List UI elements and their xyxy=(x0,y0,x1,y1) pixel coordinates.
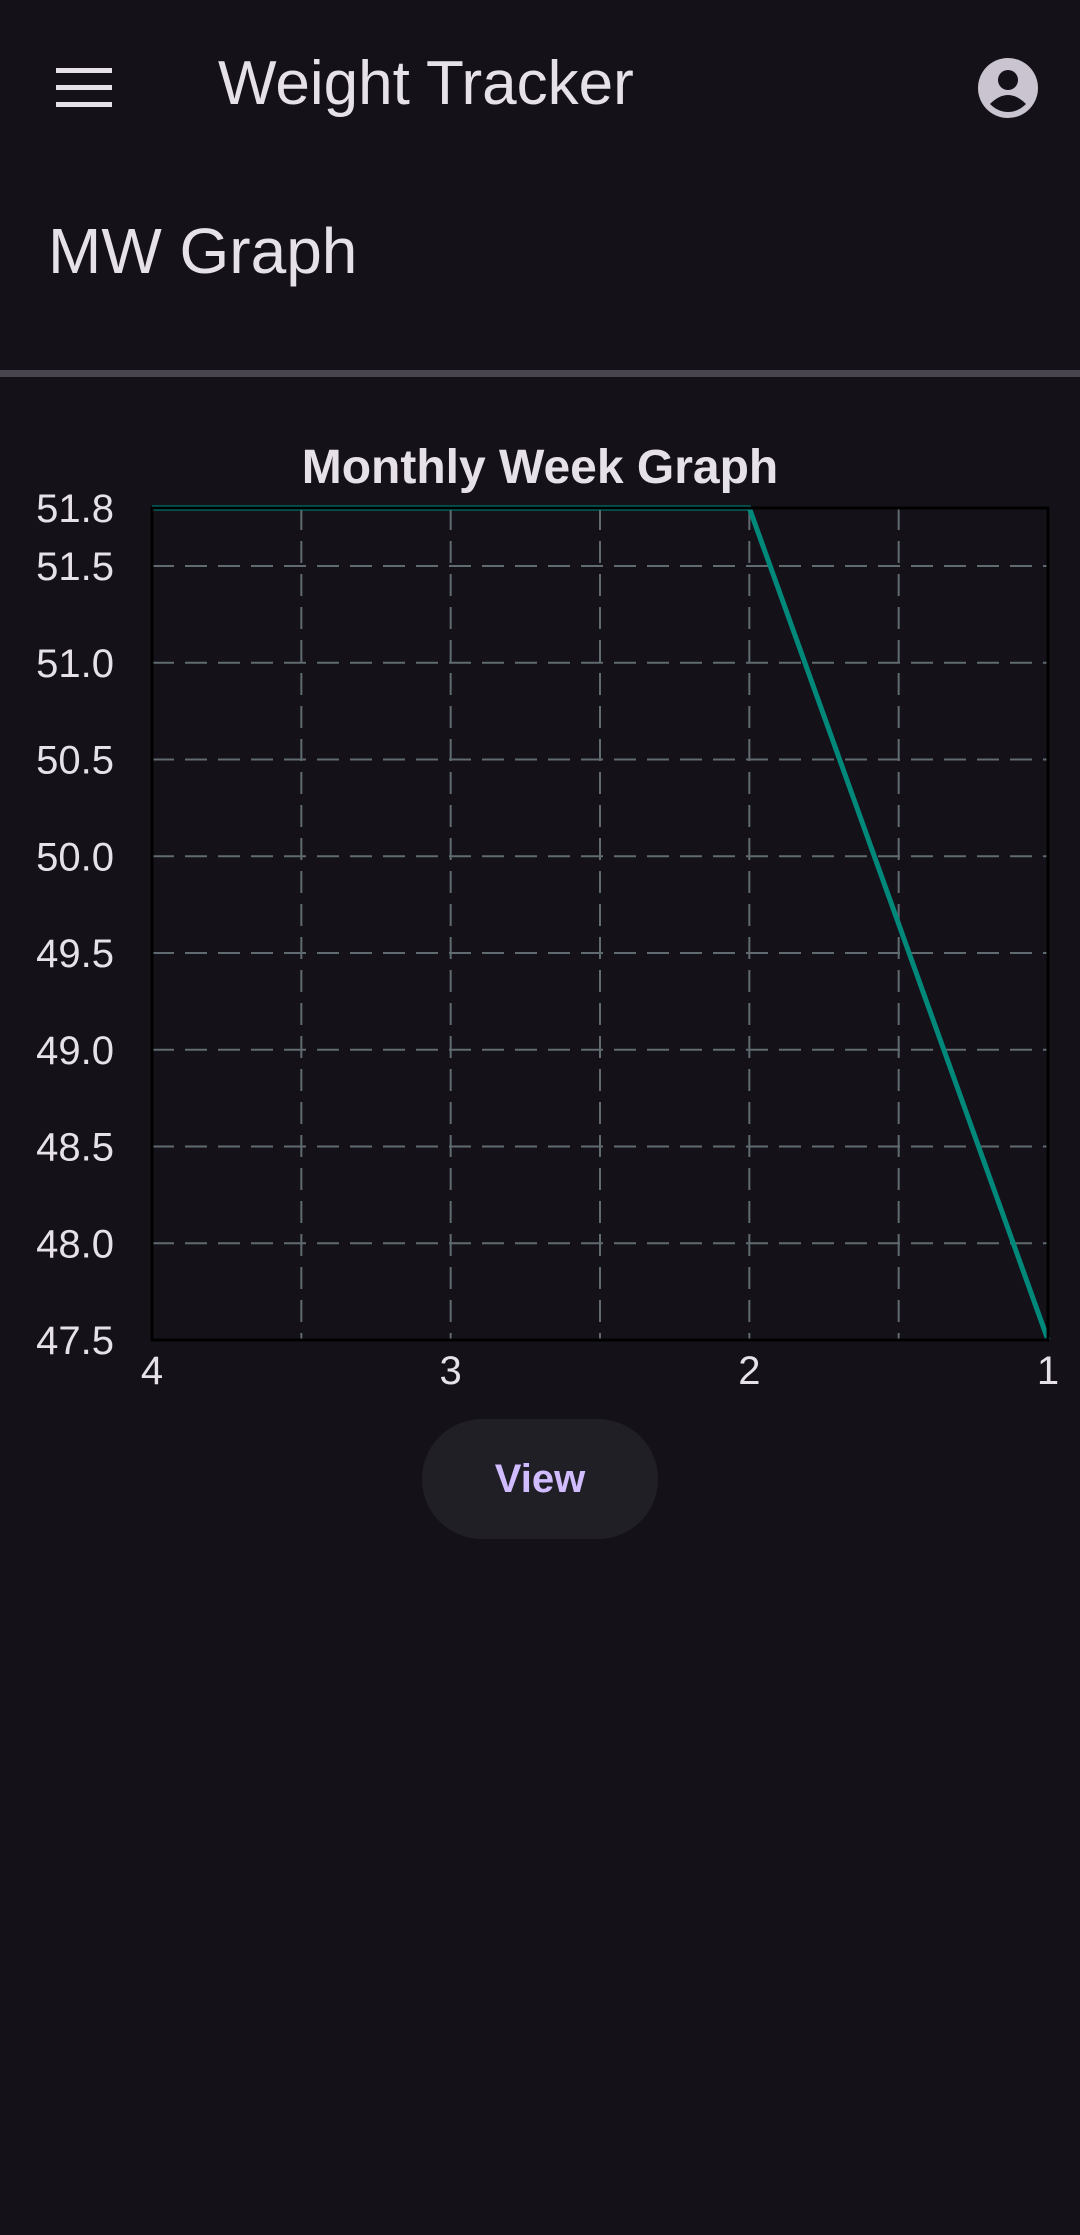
app-title: Weight Tracker xyxy=(218,49,634,118)
y-tick-label: 49.0 xyxy=(36,1029,114,1073)
y-tick-label: 47.5 xyxy=(36,1319,114,1363)
menu-button[interactable] xyxy=(40,44,128,132)
weight-chart: Monthly Week Graph 51.8 51.5 51.0 50.5 50.0 4… xyxy=(0,420,1080,1400)
menu-icon xyxy=(56,68,112,107)
y-tick-label: 48.0 xyxy=(36,1222,114,1266)
x-axis-ticks: 4 3 2 1 xyxy=(141,1349,1059,1393)
account-button[interactable] xyxy=(964,44,1052,132)
x-tick-label: 3 xyxy=(440,1349,462,1393)
x-tick-label: 4 xyxy=(141,1349,163,1393)
chart-title: Monthly Week Graph xyxy=(302,441,779,494)
y-tick-label: 50.0 xyxy=(36,835,114,879)
divider xyxy=(0,370,1080,377)
account-circle-icon xyxy=(978,58,1038,118)
plot-frame xyxy=(150,506,1050,1342)
y-axis-ticks: 51.8 51.5 51.0 50.5 50.0 49.5 49.0 48.5 48.0 47.5 xyxy=(36,487,114,1363)
x-tick-label: 1 xyxy=(1037,1349,1059,1393)
chart-grid xyxy=(152,508,1048,1340)
chart-svg: Monthly Week Graph 51.8 51.5 51.0 50.5 50.0 4… xyxy=(36,441,1059,1393)
y-tick-label: 48.5 xyxy=(36,1126,114,1170)
view-button[interactable]: View xyxy=(422,1419,658,1539)
y-tick-label: 51.8 xyxy=(36,487,114,531)
y-tick-label: 51.5 xyxy=(36,545,114,589)
y-tick-label: 49.5 xyxy=(36,932,114,976)
y-tick-label: 51.0 xyxy=(36,642,114,686)
app-bar: Weight Tracker xyxy=(0,0,1080,168)
x-tick-label: 2 xyxy=(738,1349,760,1393)
page-title: MW Graph xyxy=(48,215,358,287)
y-tick-label: 50.5 xyxy=(36,739,114,783)
